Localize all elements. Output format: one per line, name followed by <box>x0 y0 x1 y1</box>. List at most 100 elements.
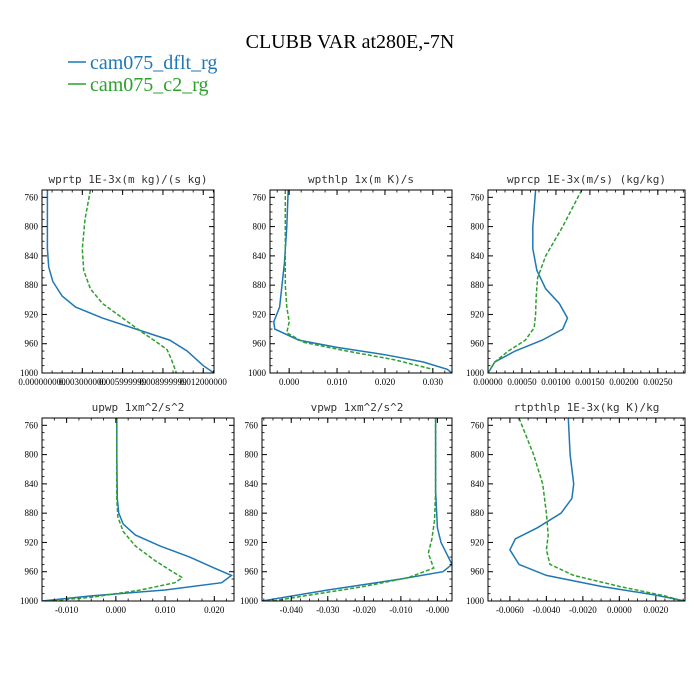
panel-0-xtick-label-4: 0.012000000 <box>180 377 228 387</box>
panel-0-ytick-label-6: 1000 <box>20 368 39 378</box>
panel-5-title: rtpthlp 1E-3x(kg K)/kg <box>514 401 660 414</box>
panel-5-xtick-label-4: 0.0020 <box>643 605 668 615</box>
panel-2-frame <box>487 189 686 374</box>
panel-2-xtick-label-5: 0.00250 <box>643 377 673 387</box>
panel-4-ytick-label-4: 920 <box>245 537 259 547</box>
panel-0-ytick-label-2: 840 <box>25 251 39 261</box>
panel-5-ytick-label-5: 960 <box>471 567 485 577</box>
panel-3-xtick-label-3: 0.020 <box>204 605 225 615</box>
panel-4-ytick-label-2: 840 <box>245 479 259 489</box>
panel-1-ytick-label-5: 960 <box>253 339 267 349</box>
panel-3-series-1 <box>46 418 184 601</box>
panel-3-xtick-label-1: 0.000 <box>106 605 127 615</box>
panel-3: upwp 1xm^2/s^2 760 800 840 880 920 960 1000 -0.0… <box>20 401 235 615</box>
panel-5-ytick-label-4: 920 <box>471 537 485 547</box>
panel-1-title: wpthlp 1x(m K)/s <box>308 173 414 186</box>
panel-0-series-1 <box>81 190 178 373</box>
panel-5-xtick-label-0: -0.0060 <box>496 605 524 615</box>
panel-3-ytick-label-3: 880 <box>25 508 39 518</box>
panel-1-series-0 <box>273 190 452 373</box>
panel-4-ytick-label-0: 760 <box>245 420 259 430</box>
panel-1: wpthlp 1x(m K)/s 760 800 840 880 920 960 1000 0.… <box>248 173 453 387</box>
panel-3-ytick-label-6: 1000 <box>20 596 39 606</box>
panel-5-xtick-label-1: -0.0040 <box>532 605 560 615</box>
panel-5-series-0 <box>509 418 685 601</box>
panel-0-ytick-label-4: 920 <box>25 309 39 319</box>
panel-1-ytick-label-6: 1000 <box>248 368 267 378</box>
panel-3-ytick-label-4: 920 <box>25 537 39 547</box>
panel-1-xtick-label-1: 0.010 <box>327 377 348 387</box>
panel-2-ytick-label-6: 1000 <box>466 368 485 378</box>
panel-2-xtick-label-3: 0.00150 <box>575 377 605 387</box>
panel-2-ytick-label-0: 760 <box>471 192 485 202</box>
legend: cam075_dflt_rg cam075_c2_rg <box>68 52 217 96</box>
panel-2-ytick-label-4: 920 <box>471 309 485 319</box>
figure-title: CLUBB VAR at280E,-7N <box>246 31 455 53</box>
panel-3-xtick-label-0: -0.010 <box>55 605 79 615</box>
panel-4-xtick-label-4: -0.000 <box>426 605 450 615</box>
panel-5-xtick-label-2: -0.0020 <box>569 605 597 615</box>
panel-1-ytick-label-3: 880 <box>253 280 267 290</box>
panel-0-xtick-label-2: 0.005999999 <box>99 377 147 387</box>
panel-2-ytick-label-2: 840 <box>471 251 485 261</box>
panel-1-ytick-label-4: 920 <box>253 309 267 319</box>
panel-1-ytick-label-2: 840 <box>253 251 267 261</box>
panel-2-xtick-label-1: 0.00050 <box>507 377 537 387</box>
panel-5-frame <box>487 417 686 602</box>
panel-0-ytick-label-5: 960 <box>25 339 39 349</box>
panel-4-xtick-label-1: -0.030 <box>316 605 340 615</box>
panel-2-ytick-label-3: 880 <box>471 280 485 290</box>
panel-5-ytick-label-1: 800 <box>471 450 485 460</box>
panel-5-ytick-label-3: 880 <box>471 508 485 518</box>
panel-2-ytick-label-1: 800 <box>471 222 485 232</box>
panel-2-xtick-label-2: 0.00100 <box>541 377 571 387</box>
panel-4-xtick-label-0: -0.040 <box>280 605 304 615</box>
panel-3-series-0 <box>42 418 233 601</box>
panel-4-series-0 <box>262 418 452 601</box>
panel-5: rtpthlp 1E-3x(kg K)/kg 760 800 840 880 920 960… <box>466 401 686 615</box>
panel-0-ytick-label-3: 880 <box>25 280 39 290</box>
panel-5-ytick-label-2: 840 <box>471 479 485 489</box>
panel-3-title: upwp 1xm^2/s^2 <box>92 401 185 414</box>
panel-0: wprtp 1E-3x(m kg)/(s kg) 760 800 840 880 920 9… <box>18 173 227 387</box>
panel-2-xtick-label-4: 0.00200 <box>609 377 639 387</box>
panel-0-frame <box>41 189 215 374</box>
legend-label-c2: cam075_c2_rg <box>90 74 209 96</box>
panel-5-ytick-label-0: 760 <box>471 420 485 430</box>
panel-2: wprcp 1E-3x(m/s) (kg/kg) 760 800 840 880 920 9… <box>466 173 686 387</box>
panel-2-ytick-label-5: 960 <box>471 339 485 349</box>
panel-0-series-0 <box>46 190 214 373</box>
panel-4-series-1 <box>272 418 437 601</box>
panel-2-series-0 <box>488 190 569 373</box>
panel-3-ytick-label-0: 760 <box>25 420 39 430</box>
panel-0-xtick-label-1: 0.003000000 <box>59 377 107 387</box>
panel-4-ytick-label-1: 800 <box>245 450 259 460</box>
panel-4: vpwp 1xm^2/s^2 760 800 840 880 920 960 1000 -0.0… <box>240 401 453 615</box>
legend-label-dflt: cam075_dflt_rg <box>90 52 217 74</box>
panel-4-xtick-label-3: -0.010 <box>389 605 413 615</box>
panel-5-series-1 <box>518 418 684 601</box>
panel-4-ytick-label-3: 880 <box>245 508 259 518</box>
panel-1-series-1 <box>284 190 433 371</box>
panel-5-ytick-label-6: 1000 <box>466 596 485 606</box>
panel-0-title: wprtp 1E-3x(m kg)/(s kg) <box>49 173 208 186</box>
panel-3-frame <box>41 417 235 602</box>
panel-3-ytick-label-1: 800 <box>25 450 39 460</box>
panel-0-ytick-label-1: 800 <box>25 222 39 232</box>
panel-1-xtick-label-2: 0.020 <box>375 377 396 387</box>
panel-4-ytick-label-5: 960 <box>245 567 259 577</box>
panel-1-ytick-label-0: 760 <box>253 192 267 202</box>
panel-0-xtick-label-3: 0.008999999 <box>139 377 187 387</box>
panel-2-xtick-label-0: 0.00000 <box>473 377 503 387</box>
panel-3-ytick-label-5: 960 <box>25 567 39 577</box>
panel-0-ytick-label-0: 760 <box>25 192 39 202</box>
panel-0-xtick-label-0: 0.000000000 <box>18 377 66 387</box>
panel-4-frame <box>261 417 453 602</box>
panel-1-frame <box>269 189 453 374</box>
panel-2-series-1 <box>488 190 583 373</box>
panel-3-ytick-label-2: 840 <box>25 479 39 489</box>
panel-1-ytick-label-1: 800 <box>253 222 267 232</box>
panel-4-xtick-label-2: -0.020 <box>353 605 377 615</box>
panel-1-xtick-label-0: 0.000 <box>279 377 300 387</box>
panel-5-xtick-label-3: 0.0000 <box>607 605 632 615</box>
